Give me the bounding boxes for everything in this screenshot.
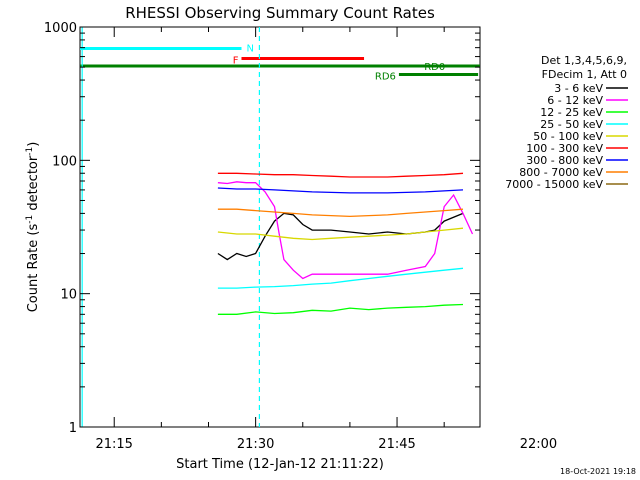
series-line	[217, 172, 464, 178]
legend-item-label: 100 - 300 keV	[526, 142, 603, 155]
x-axis-label: Start Time (12-Jan-12 21:11:22)	[176, 457, 384, 472]
plot-frame	[79, 26, 481, 428]
y-axis: 1 10 100 1000	[44, 21, 480, 436]
x-tick-label: 21:30	[237, 437, 274, 452]
observing-flags: NF RD0 RD6	[80, 43, 480, 83]
series-line	[217, 181, 474, 280]
y-axis-label-part: -1	[25, 215, 35, 224]
x-tick-label: 21:45	[378, 437, 415, 452]
y-axis-label-part: -1	[25, 147, 35, 156]
series-line	[217, 267, 464, 289]
legend-header: FDecim 1, Att 0	[542, 68, 627, 81]
flag-label: F	[233, 56, 239, 67]
y-axis-label-part: )	[26, 142, 41, 147]
legend-header: Det 1,3,4,5,6,9,	[541, 54, 627, 67]
y-axis-label: Count Rate (s-1 detector-1)	[25, 142, 41, 313]
flag-label: RD6	[375, 72, 396, 83]
y-tick-label: 10	[60, 288, 77, 303]
legend-item-label: 12 - 25 keV	[540, 106, 603, 119]
series-lines	[217, 172, 474, 315]
chart-title: RHESSI Observing Summary Count Rates	[125, 4, 435, 22]
legend-item-label: 25 - 50 keV	[540, 118, 603, 131]
series-line	[217, 227, 464, 241]
series-line	[217, 187, 464, 194]
flag-label: N	[246, 43, 253, 54]
legend-item-label: 50 - 100 keV	[533, 130, 603, 143]
x-tick-label: 22:00	[520, 437, 557, 452]
y-axis-label-part: Count Rate (s	[26, 224, 41, 313]
event-markers	[81, 27, 261, 427]
footer-date: 18-Oct-2021 19:18	[560, 467, 636, 476]
x-tick-label: 21:15	[95, 437, 132, 452]
legend-item-label: 3 - 6 keV	[554, 82, 603, 95]
legend-item-label: 800 - 7000 keV	[519, 166, 603, 179]
series-line	[217, 212, 464, 261]
legend: Det 1,3,4,5,6,9,FDecim 1, Att 03 - 6 keV…	[505, 54, 628, 191]
y-tick-label: 1	[69, 421, 77, 436]
series-line	[217, 303, 464, 315]
legend-item-label: 7000 - 15000 keV	[505, 178, 603, 191]
flag-label: RD0	[424, 62, 445, 73]
series-line	[217, 208, 464, 218]
y-tick-label: 1000	[44, 21, 77, 36]
legend-item-label: 6 - 12 keV	[547, 94, 603, 107]
legend-item-label: 300 - 800 keV	[526, 154, 603, 167]
y-tick-label: 100	[52, 154, 77, 169]
y-axis-label-part: detector	[26, 155, 41, 215]
